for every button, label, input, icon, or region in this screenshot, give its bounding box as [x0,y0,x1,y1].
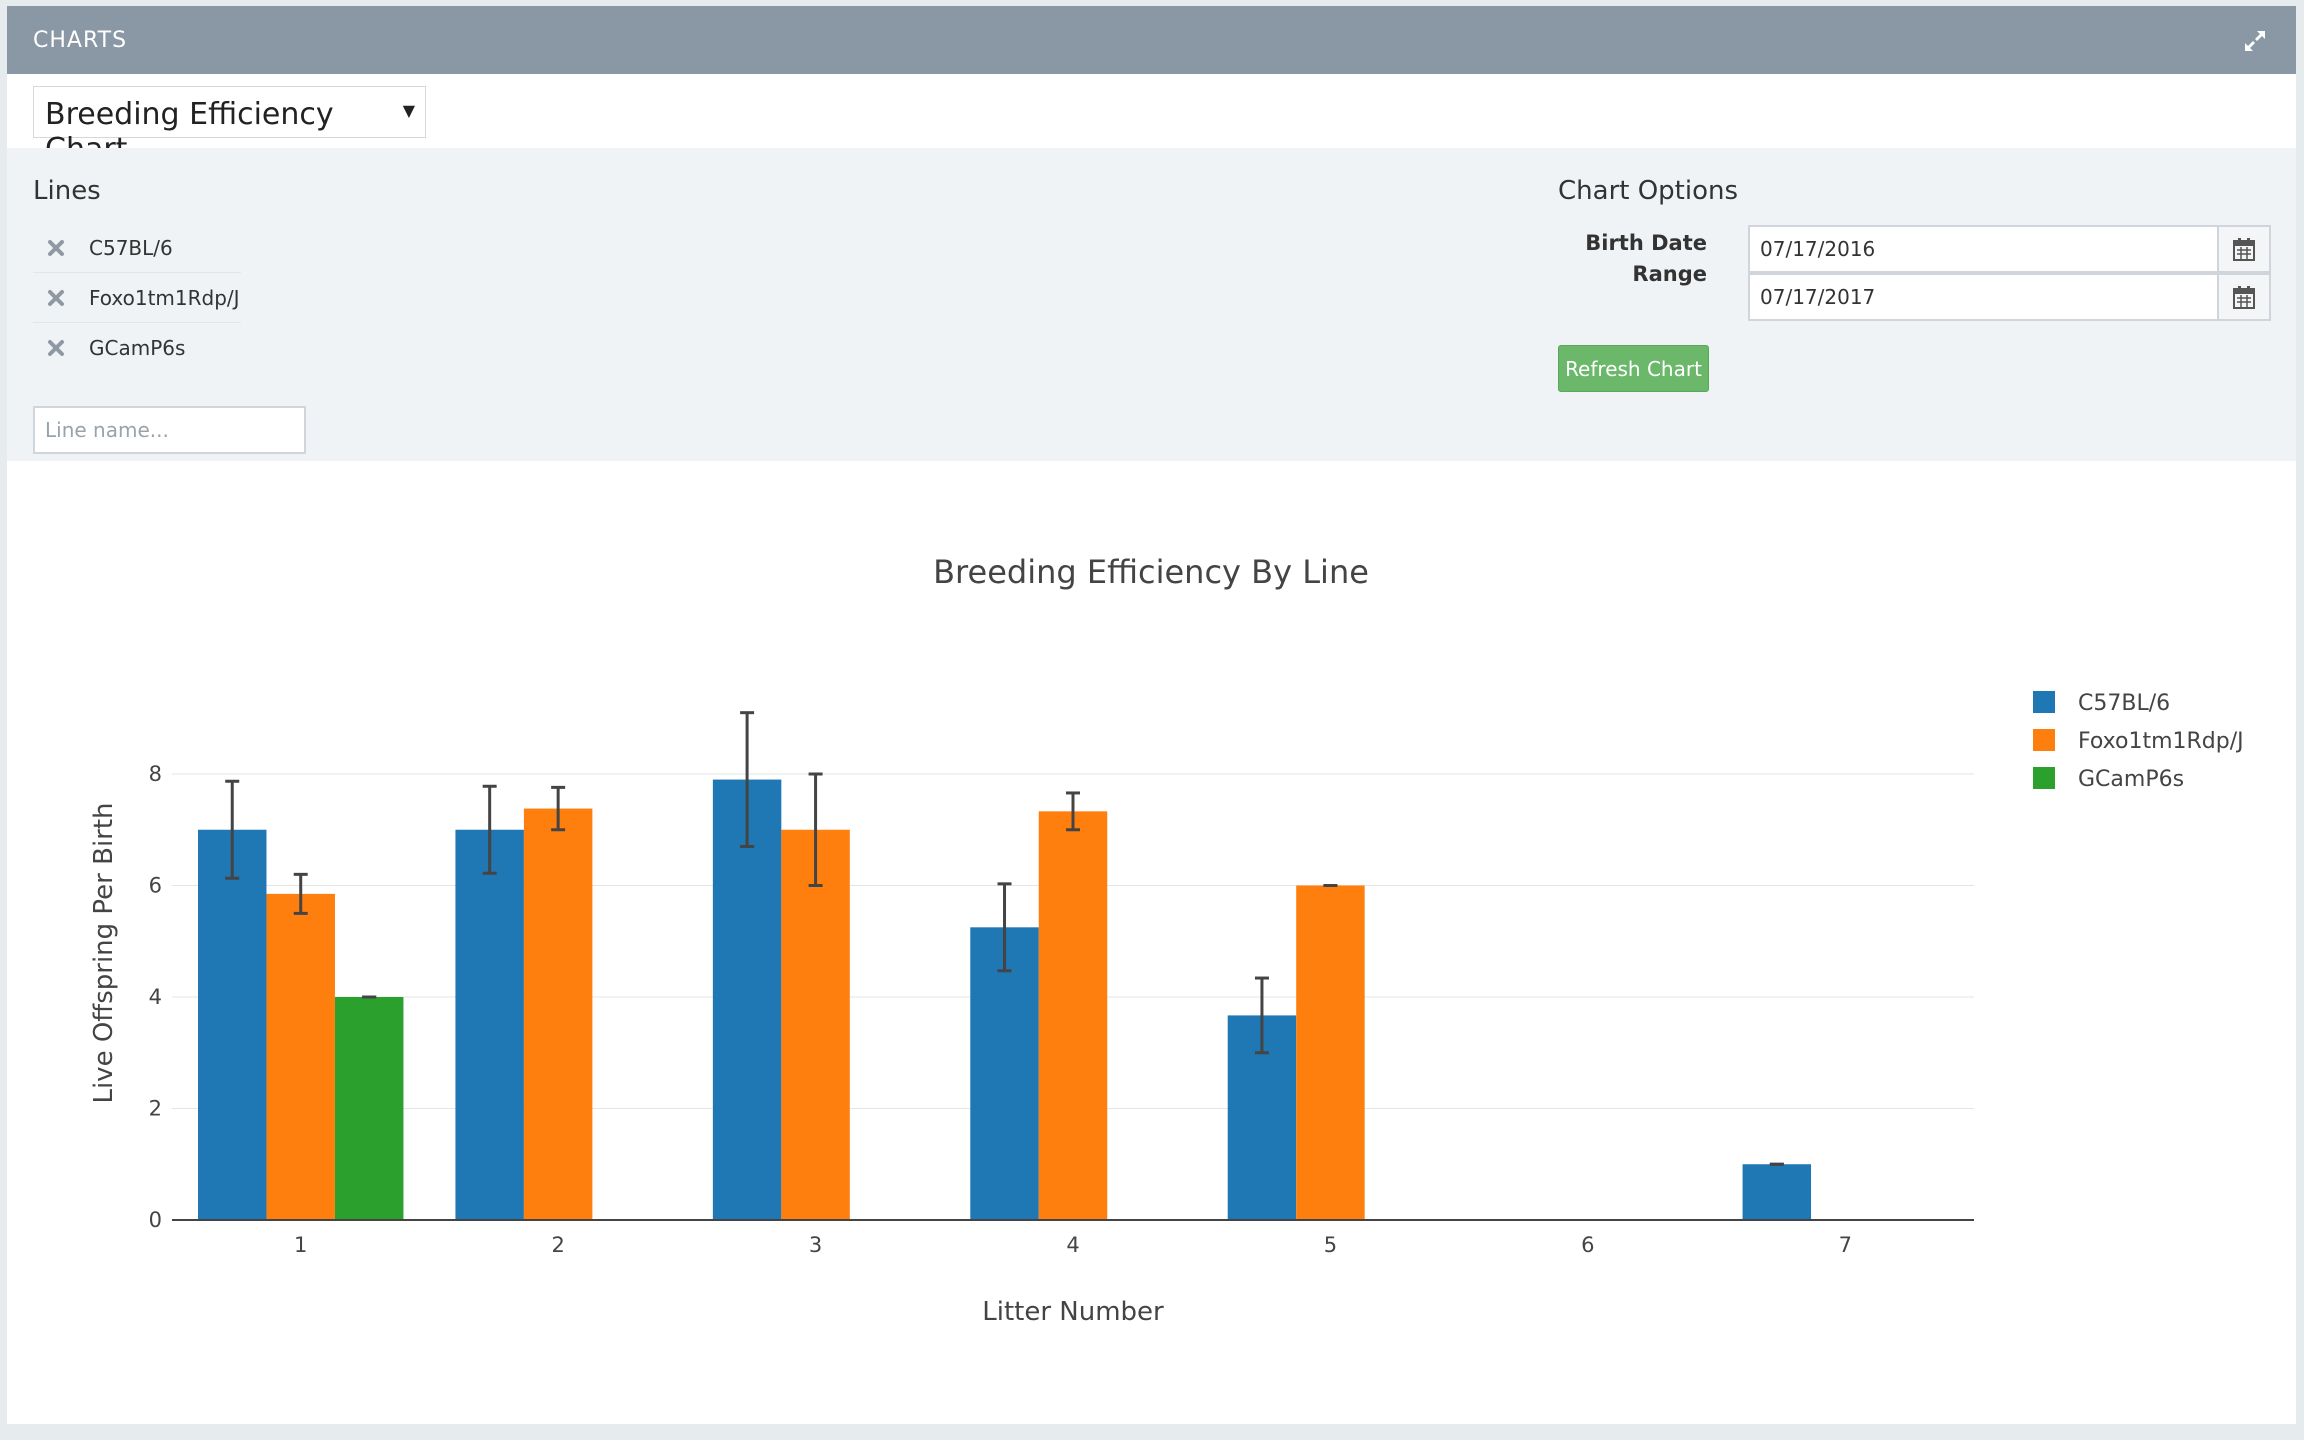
x-tick-label: 4 [1066,1233,1079,1257]
remove-icon[interactable] [47,239,65,257]
bar [266,893,335,1220]
bar [334,997,404,1220]
x-tick-label: 2 [551,1233,564,1257]
line-item: C57BL/6 [33,223,241,273]
birth-date-range-label: Birth Date Range [1585,231,1707,286]
legend-swatch [2033,691,2055,713]
chart-options-heading: Chart Options [1558,176,1739,206]
panel-title: CHARTS [33,28,128,53]
x-tick-label: 7 [1839,1233,1852,1257]
chart-title: Breeding Efficiency By Line [933,553,1369,591]
calendar-icon [2233,238,2255,261]
y-tick-label: 2 [149,1097,162,1121]
calendar-icon [2233,286,2255,309]
remove-icon[interactable] [47,289,65,307]
legend-label: C57BL/6 [2078,691,2170,716]
calendar-button-from[interactable] [2217,225,2271,273]
bar [198,829,267,1220]
breeding-efficiency-chart: 0 2 4 6 8 1 2 3 4 5 6 7 Breeding Efficiency By Line L… [89,553,2244,1327]
x-tick-label: 3 [809,1233,822,1257]
bar [712,779,782,1220]
line-item: Foxo1tm1Rdp/J [33,273,241,323]
x-axis-label: Litter Number [982,1297,1164,1327]
x-tick-label: 6 [1581,1233,1594,1257]
date-to-input[interactable] [1748,273,2229,321]
bar [1038,811,1108,1220]
legend-swatch [2033,729,2055,751]
date-from-input[interactable] [1748,225,2229,273]
legend-label: GCamP6s [2078,767,2184,792]
line-name-input[interactable] [33,406,306,454]
x-tick-label: 5 [1324,1233,1337,1257]
bar [1296,885,1365,1220]
lines-heading: Lines [33,176,101,206]
calendar-button-to[interactable] [2217,273,2271,321]
y-axis-label: Live Offspring Per Birth [89,802,119,1103]
y-tick-label: 4 [149,985,162,1009]
chevron-down-icon: ▼ [402,101,415,120]
refresh-chart-button[interactable]: Refresh Chart [1558,345,1709,392]
bar [781,829,850,1220]
legend-swatch [2033,767,2055,789]
line-item-label: GCamP6s [89,336,186,360]
filter-area: Lines C57BL/6 Foxo1tm1Rdp/J GCamP6s Char… [7,148,2296,461]
line-item: GCamP6s [33,323,241,373]
line-item-label: C57BL/6 [89,236,173,260]
bar [970,927,1039,1220]
chart-type-select[interactable]: Breeding Efficiency Chart ▼ [33,86,426,167]
bar [455,829,524,1220]
panel-header: CHARTS [7,6,2296,74]
y-tick-label: 6 [149,874,162,898]
expand-arrows-icon[interactable] [2242,28,2268,54]
x-tick-label: 1 [294,1233,307,1257]
y-tick-label: 8 [149,762,162,786]
bar [1742,1164,1812,1220]
chart-area: 0 2 4 6 8 1 2 3 4 5 6 7 Breeding Efficiency By Line L… [7,461,2296,1424]
bar [523,808,593,1220]
line-item-label: Foxo1tm1Rdp/J [89,286,240,310]
y-tick-label: 0 [149,1208,162,1232]
legend-label: Foxo1tm1Rdp/J [2078,729,2244,754]
remove-icon[interactable] [47,339,65,357]
charts-panel: CHARTS Breeding Efficiency Chart ▼ Lines… [7,6,2296,1424]
